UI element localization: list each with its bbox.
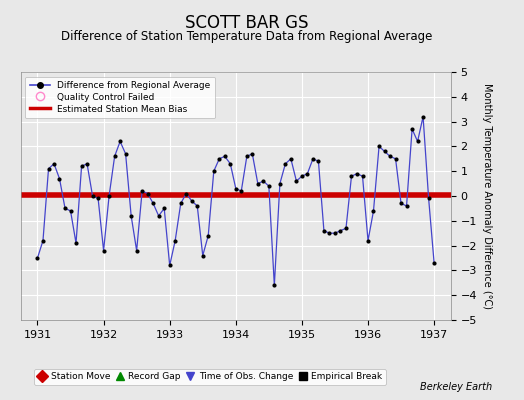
Point [287,156,295,162]
Point [303,170,312,177]
Point [270,282,279,288]
Point [116,138,124,145]
Point [331,230,339,236]
Point [325,230,334,236]
Point [89,193,97,199]
Point [342,225,350,232]
Legend: Station Move, Record Gap, Time of Obs. Change, Empirical Break: Station Move, Record Gap, Time of Obs. C… [34,369,386,385]
Point [56,176,64,182]
Point [188,198,196,204]
Point [155,213,163,219]
Point [193,203,201,209]
Point [364,238,372,244]
Point [83,160,91,167]
Point [105,193,113,199]
Point [100,247,108,254]
Point [210,168,218,174]
Point [358,173,367,179]
Point [122,151,130,157]
Point [171,238,179,244]
Point [78,163,86,170]
Point [72,240,80,246]
Point [408,126,416,132]
Point [232,185,240,192]
Point [281,160,290,167]
Point [133,247,141,254]
Point [259,178,268,184]
Point [402,203,411,209]
Point [309,156,317,162]
Point [353,170,361,177]
Point [292,178,301,184]
Point [391,156,400,162]
Point [45,166,53,172]
Point [237,188,245,194]
Point [144,190,152,197]
Point [226,160,235,167]
Point [397,200,405,207]
Point [380,148,389,154]
Point [160,205,168,212]
Point [314,158,323,164]
Point [34,255,42,261]
Point [221,153,229,160]
Point [177,200,185,207]
Point [424,195,433,202]
Point [182,190,190,197]
Point [94,195,102,202]
Y-axis label: Monthly Temperature Anomaly Difference (°C): Monthly Temperature Anomaly Difference (… [483,83,493,309]
Point [369,208,378,214]
Point [127,213,135,219]
Point [419,114,427,120]
Point [243,153,251,160]
Point [298,173,306,179]
Point [204,232,212,239]
Point [50,160,58,167]
Point [138,188,146,194]
Point [248,151,257,157]
Point [276,180,284,187]
Text: SCOTT BAR GS: SCOTT BAR GS [184,14,308,32]
Point [375,143,383,150]
Point [67,208,75,214]
Point [199,252,207,259]
Point [215,156,223,162]
Point [254,180,262,187]
Point [111,153,119,160]
Point [336,228,345,234]
Point [149,200,157,207]
Point [386,153,394,160]
Point [39,238,47,244]
Point [265,183,273,189]
Point [166,262,174,269]
Text: Difference of Station Temperature Data from Regional Average: Difference of Station Temperature Data f… [61,30,432,43]
Point [430,260,438,266]
Point [61,205,69,212]
Point [413,138,422,145]
Text: Berkeley Earth: Berkeley Earth [420,382,493,392]
Point [320,228,328,234]
Point [347,173,356,179]
